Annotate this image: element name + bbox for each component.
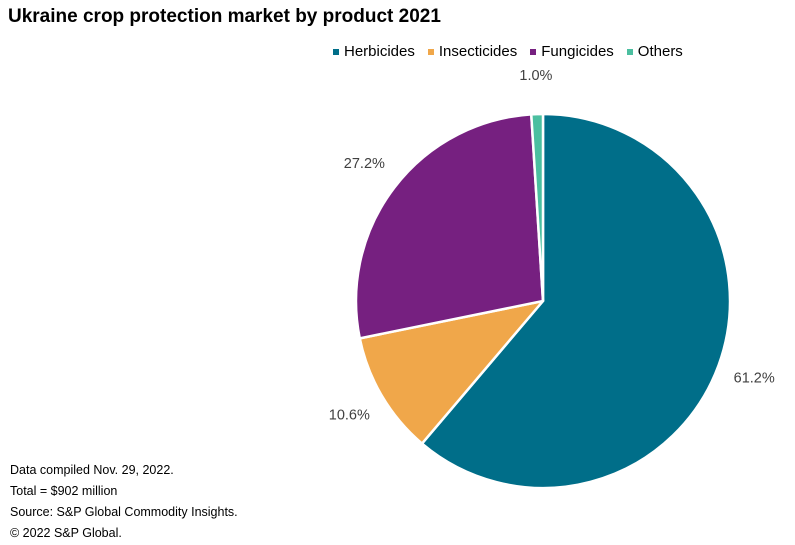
footnote-source: Source: S&P Global Commodity Insights. xyxy=(10,505,238,519)
data-label-fungicides: 27.2% xyxy=(344,156,385,172)
data-label-others: 1.0% xyxy=(519,68,552,84)
legend-swatch-fungicides xyxy=(530,48,537,55)
pie-slice-insecticides xyxy=(358,299,545,445)
legend-item-others: Others xyxy=(626,43,683,60)
legend-label-herbicides: Herbicides xyxy=(344,43,415,60)
footnotes: Data compiled Nov. 29, 2022. Total = $90… xyxy=(10,460,238,544)
legend-item-herbicides: Herbicides xyxy=(333,43,415,60)
footnote-total: Total = $902 million xyxy=(10,484,118,498)
pie-slice-herbicides xyxy=(420,112,732,490)
data-label-insecticides: 10.6% xyxy=(329,407,370,423)
legend-item-fungicides: Fungicides xyxy=(530,43,614,60)
legend-swatch-insecticides xyxy=(427,48,434,55)
legend-item-insecticides: Insecticides xyxy=(427,43,518,60)
legend-label-fungicides: Fungicides xyxy=(541,43,614,60)
chart-title: Ukraine crop protection market by produc… xyxy=(8,6,441,27)
footnote-data-compiled: Data compiled Nov. 29, 2022. xyxy=(10,463,174,477)
pie-slice-fungicides xyxy=(354,113,545,340)
chart-legend: Herbicides Insecticides Fungicides Other… xyxy=(333,43,696,60)
data-label-herbicides: 61.2% xyxy=(734,370,775,386)
legend-swatch-herbicides xyxy=(333,48,339,55)
legend-label-others: Others xyxy=(637,43,683,60)
legend-label-insecticides: Insecticides xyxy=(438,43,518,60)
legend-swatch-others xyxy=(626,48,633,55)
pie-slice-others xyxy=(530,112,545,303)
footnote-copyright: © 2022 S&P Global. xyxy=(10,526,122,540)
